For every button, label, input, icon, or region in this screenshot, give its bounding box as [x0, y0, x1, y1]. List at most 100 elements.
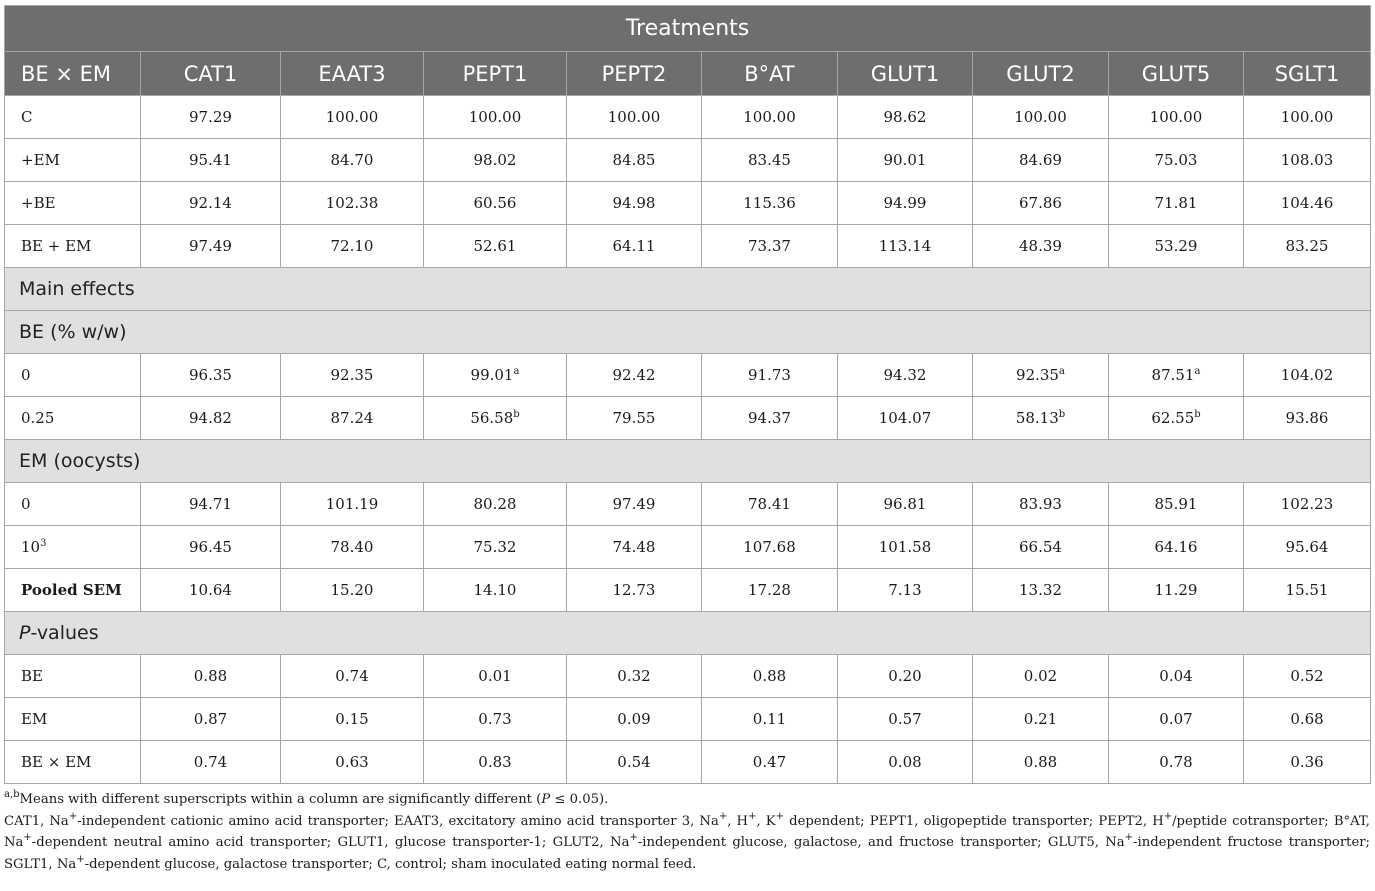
- footnote-superscript-plus: +: [748, 810, 757, 822]
- table-cell: 83.25: [1242, 224, 1372, 268]
- table-cell: 0.68: [1242, 697, 1372, 741]
- table-cell: 52.61: [423, 224, 567, 268]
- table-cell: 15.20: [280, 568, 424, 612]
- cell-value: 0.01: [478, 667, 512, 685]
- cell-value: 94.32: [883, 366, 927, 384]
- table-cell: 100.00: [1242, 95, 1372, 139]
- column-header: SGLT1: [1242, 51, 1372, 96]
- cell-value: 92.35: [330, 366, 374, 384]
- cell-value: 0.88: [752, 667, 787, 685]
- table-cell: 97.49: [566, 482, 702, 526]
- column-header: EAAT3: [280, 51, 424, 96]
- cell-value: 80.28: [473, 495, 517, 513]
- table-cell: 58.13b: [972, 396, 1109, 440]
- table-cell: 85.91: [1108, 482, 1244, 526]
- cell-value: 99.01: [470, 366, 514, 384]
- footnote-superscript-plus: +: [76, 853, 85, 865]
- cell-value: 0.57: [888, 710, 922, 728]
- table-cell: 104.02: [1242, 353, 1372, 397]
- p-values-section: P-values: [3, 611, 1372, 655]
- footnote-text-segment: -independent glucose, galactose, and fru…: [637, 835, 1125, 850]
- row-label: BE × EM: [4, 740, 141, 784]
- table-cell: 0.87: [140, 697, 281, 741]
- cell-value: 12.73: [612, 581, 656, 599]
- table-cell: 104.46: [1242, 181, 1372, 225]
- cell-value: 0.21: [1023, 710, 1058, 728]
- table-row: EM 0.87 0.15 0.73 0.09 0.11 0.57 0.21 0.07 0.68: [4, 697, 1372, 741]
- em-section-row: EM (oocysts): [3, 439, 1372, 483]
- cell-value: 0.20: [888, 667, 922, 685]
- column-header: GLUT2: [972, 51, 1109, 96]
- significance-superscript: b: [513, 409, 520, 420]
- table-cell: 17.28: [701, 568, 838, 612]
- table-cell: 84.85: [566, 138, 702, 182]
- table-cell: 48.39: [972, 224, 1109, 268]
- row-label: 103: [4, 525, 141, 569]
- significance-footnote: a,bMeans with different superscripts wit…: [4, 789, 1370, 811]
- column-header: PEPT1: [423, 51, 567, 96]
- row-label: 0: [4, 353, 141, 397]
- table-cell: 87.51a: [1108, 353, 1244, 397]
- footnote-text-segment: , K: [756, 813, 776, 829]
- table-row: 0 94.71 101.19 80.28 97.49 78.41 96.81 83.93 85.…: [4, 482, 1372, 526]
- table-cell: 67.86: [972, 181, 1109, 225]
- table-cell: 92.35: [280, 353, 424, 397]
- row-label: 0: [4, 482, 141, 526]
- cell-value: 0.47: [752, 753, 787, 771]
- cell-value: 83.45: [748, 151, 791, 169]
- row-label: C: [4, 95, 141, 139]
- row-label: Pooled SEM: [4, 568, 141, 612]
- cell-value: 0.36: [1290, 753, 1324, 771]
- cell-value: 97.49: [189, 237, 232, 255]
- table-cell: 101.58: [837, 525, 973, 569]
- cell-value: 48.39: [1019, 237, 1062, 255]
- table-cell: 7.13: [837, 568, 973, 612]
- table-cell: 94.37: [701, 396, 838, 440]
- row-label-exponent: 3: [40, 538, 47, 549]
- table-cell: 0.08: [837, 740, 973, 784]
- row-label: BE: [4, 654, 141, 698]
- table-cell: 10.64: [140, 568, 281, 612]
- cell-value: 101.19: [325, 495, 379, 513]
- em-section: EM (oocysts): [3, 439, 1372, 483]
- table-cell: 87.24: [280, 396, 424, 440]
- table-cell: 94.99: [837, 181, 973, 225]
- table-cell: 64.16: [1108, 525, 1244, 569]
- footnote-text-segment: CAT1, Na: [4, 813, 69, 829]
- main-effects-section: Main effects: [3, 267, 1372, 311]
- footnote-text-post: ≤ 0.05).: [550, 792, 609, 807]
- column-header: GLUT1: [837, 51, 973, 96]
- cell-value: 87.51: [1151, 366, 1195, 384]
- cell-value: 83.25: [1285, 237, 1329, 255]
- cell-value: 0.15: [335, 710, 369, 728]
- table-row: 0 96.35 92.35 99.01a 92.42 91.73 94.32 92.35a 87…: [4, 353, 1372, 397]
- table-cell: 0.88: [972, 740, 1109, 784]
- table-cell: 102.38: [280, 181, 424, 225]
- cell-value: 64.16: [1154, 538, 1198, 556]
- column-header: CAT1: [140, 51, 281, 96]
- table-footnotes: a,bMeans with different superscripts wit…: [4, 789, 1370, 875]
- table-cell: 0.11: [701, 697, 838, 741]
- table-cell: 78.41: [701, 482, 838, 526]
- footnote-text-pre: Means with different superscripts within…: [19, 792, 542, 807]
- cell-value: 0.09: [617, 710, 651, 728]
- table-row: Pooled SEM 10.64 15.20 14.10 12.73 17.28 7.13 1…: [4, 568, 1372, 612]
- table-caption: Treatments: [3, 5, 1372, 52]
- cell-value: 79.55: [612, 409, 656, 427]
- cell-value: 0.68: [1290, 710, 1324, 728]
- cell-value: 96.35: [189, 366, 232, 384]
- cell-value: 100.00: [468, 108, 522, 126]
- table-cell: 0.07: [1108, 697, 1244, 741]
- table-cell: 60.56: [423, 181, 567, 225]
- footnote-superscript-plus: +: [1124, 832, 1134, 843]
- table-cell: 94.82: [140, 396, 281, 440]
- table-row: BE + EM 97.49 72.10 52.61 64.11 73.37 113.14 48…: [4, 224, 1372, 268]
- table-cell: 113.14: [837, 224, 973, 268]
- table-cell: 100.00: [423, 95, 567, 139]
- table-cell: 0.88: [140, 654, 281, 698]
- table-cell: 96.45: [140, 525, 281, 569]
- cell-value: 84.85: [612, 151, 656, 169]
- table-cell: 71.81: [1108, 181, 1244, 225]
- cell-value: 107.68: [743, 538, 796, 556]
- cell-value: 97.29: [189, 108, 232, 126]
